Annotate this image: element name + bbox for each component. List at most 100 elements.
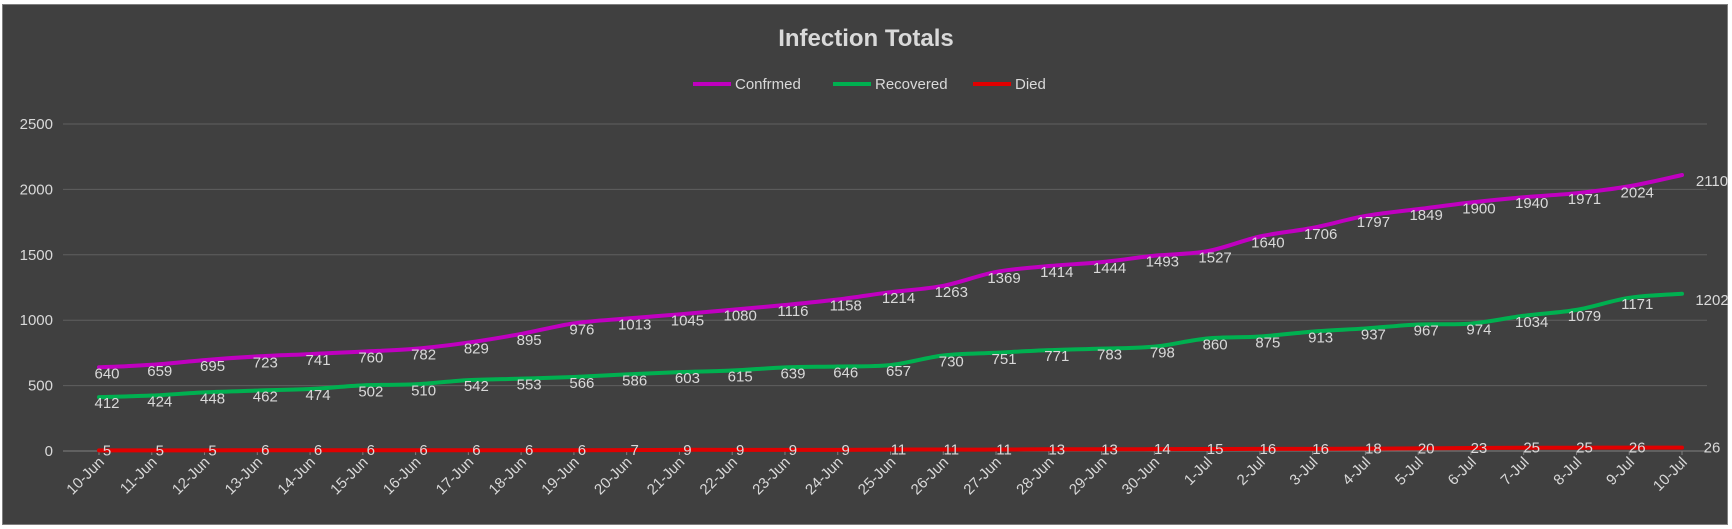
data-label-recovered: 974	[1466, 322, 1491, 339]
data-label-confrmed: 1527	[1198, 249, 1231, 266]
data-label-died: 11	[943, 442, 959, 459]
data-label-died: 13	[1048, 441, 1065, 458]
data-label-confrmed: 1045	[671, 312, 704, 329]
data-label-recovered: 553	[517, 377, 542, 394]
series-line-died	[97, 445, 1684, 453]
data-label-confrmed: 2024	[1621, 184, 1654, 201]
legend-label-died: Died	[1015, 76, 1046, 93]
data-label-died: 5	[208, 442, 216, 459]
data-label-confrmed: 1263	[935, 284, 968, 301]
data-label-confrmed: 829	[464, 341, 489, 358]
legend-label-confrmed: Confrmed	[735, 76, 801, 93]
data-label-recovered: 875	[1255, 335, 1280, 352]
data-label-recovered: 586	[622, 372, 647, 389]
x-tick-label: 17-Jun	[433, 454, 477, 498]
data-label-recovered: 751	[992, 351, 1017, 368]
data-label-died: 5	[156, 442, 164, 459]
x-tick-label: 19-Jun	[538, 454, 582, 498]
y-tick-label: 1500	[20, 247, 53, 264]
x-tick-label: 18-Jun	[486, 454, 530, 498]
data-label-recovered: 967	[1414, 323, 1439, 340]
x-tick-label: 3-Jul	[1286, 454, 1321, 489]
data-label-confrmed: 1493	[1146, 254, 1179, 271]
data-label-recovered: 412	[94, 395, 119, 412]
y-tick-label: 2000	[20, 181, 53, 198]
x-tick-label: 11-Jun	[117, 454, 161, 498]
data-label-recovered: 860	[1203, 337, 1228, 354]
data-label-recovered: 730	[939, 354, 964, 371]
chart-title: Infection Totals	[778, 25, 954, 52]
line-chart: Infection Totals Confrmed Recovered Died 0…	[20, 25, 1729, 498]
data-label-recovered: 510	[411, 382, 436, 399]
data-label-died: 9	[789, 442, 797, 459]
data-label-died: 6	[419, 442, 427, 459]
data-label-confrmed: 1080	[724, 308, 757, 325]
data-label-died: 6	[525, 442, 533, 459]
data-label-died: 9	[736, 442, 744, 459]
x-tick-label: 23-Jun	[749, 454, 793, 498]
data-label-recovered: 798	[1150, 345, 1175, 362]
x-tick-label: 7-Jul	[1498, 454, 1533, 489]
x-tick-label: 21-Jun	[644, 454, 688, 498]
data-label-died: 6	[472, 442, 480, 459]
data-label-died: 6	[578, 442, 586, 459]
data-label-died: 18	[1365, 441, 1382, 458]
data-label-died: 13	[1101, 441, 1118, 458]
data-label-died: 5	[103, 442, 111, 459]
data-label-confrmed: 1900	[1462, 200, 1495, 217]
x-tick-label: 27-Jun	[960, 454, 1004, 498]
data-label-recovered: 542	[464, 378, 489, 395]
x-tick-label: 26-Jun	[908, 454, 952, 498]
chart-area: Infection Totals Confrmed Recovered Died 0…	[2, 4, 1729, 525]
data-label-died: 6	[261, 442, 269, 459]
data-label-confrmed: 741	[306, 352, 331, 369]
x-axis: 10-Jun 11-Jun 12-Jun 13-Jun 14-Jun 15-Jun 16-J…	[63, 451, 1691, 498]
data-label-died: 26	[1704, 440, 1721, 457]
x-tick-label: 16-Jun	[380, 454, 424, 498]
data-label-confrmed: 1706	[1304, 226, 1337, 243]
x-tick-label: 28-Jun	[1013, 454, 1057, 498]
data-label-confrmed: 2110	[1696, 173, 1728, 190]
data-label-recovered: 937	[1361, 326, 1386, 343]
data-label-recovered: 603	[675, 370, 700, 387]
x-tick-label: 24-Jun	[802, 454, 846, 498]
x-tick-label: 8-Jul	[1550, 454, 1585, 489]
data-label-recovered: 566	[569, 375, 594, 392]
data-label-confrmed: 1158	[830, 298, 862, 315]
data-label-died: 16	[1312, 441, 1329, 458]
data-label-confrmed: 760	[358, 350, 383, 367]
data-label-died: 7	[630, 442, 638, 459]
y-axis: 0 500 1000 1500 2000 2500	[20, 116, 53, 460]
data-label-recovered: 783	[1097, 347, 1122, 364]
series-line-confrmed	[97, 173, 1684, 370]
data-label-died: 25	[1523, 440, 1540, 457]
x-tick-label: 9-Jul	[1603, 454, 1638, 489]
data-label-confrmed: 1849	[1409, 207, 1442, 224]
data-label-confrmed: 976	[569, 321, 594, 338]
data-label-recovered: 424	[147, 394, 172, 411]
data-label-confrmed: 1214	[882, 290, 915, 307]
data-label-confrmed: 1971	[1568, 191, 1601, 208]
data-label-confrmed: 895	[517, 332, 542, 349]
x-tick-label: 4-Jul	[1339, 454, 1374, 489]
series-lines	[97, 173, 1684, 453]
data-label-recovered: 448	[200, 390, 225, 407]
x-tick-label: 1-Jul	[1181, 454, 1216, 489]
x-tick-label: 30-Jun	[1119, 454, 1163, 498]
y-tick-label: 500	[28, 378, 53, 395]
data-label-recovered: 1079	[1568, 308, 1601, 325]
data-label-recovered: 646	[833, 365, 858, 382]
x-tick-label: 13-Jun	[222, 454, 266, 498]
data-label-confrmed: 1940	[1515, 195, 1548, 212]
data-label-confrmed: 695	[200, 358, 225, 375]
data-label-died: 9	[842, 442, 850, 459]
data-label-died: 6	[367, 442, 375, 459]
data-label-died: 26	[1629, 440, 1646, 457]
data-label-recovered: 502	[358, 383, 383, 400]
data-label-confrmed: 640	[94, 365, 119, 382]
data-label-confrmed: 1369	[987, 270, 1020, 287]
x-tick-label: 10-Jun	[63, 454, 107, 498]
data-label-died: 11	[996, 442, 1012, 459]
x-tick-label: 15-Jun	[327, 454, 371, 498]
